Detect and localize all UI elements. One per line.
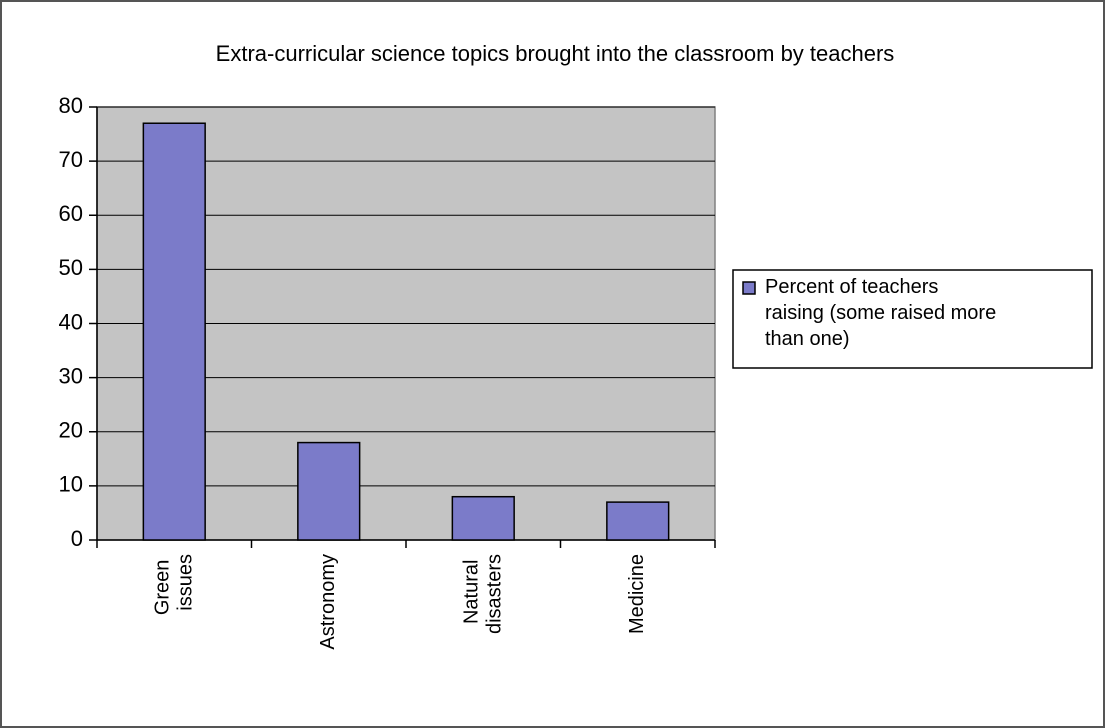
- y-tick-label: 70: [59, 147, 83, 172]
- bar: [142, 122, 206, 541]
- bar: [297, 441, 361, 541]
- x-tick-label: Medicine: [626, 554, 648, 634]
- chart-title: Extra-curricular science topics brought …: [216, 41, 895, 66]
- bar: [606, 501, 670, 541]
- y-tick-label: 50: [59, 255, 83, 280]
- legend-label: Percent of teachers raising (some raised…: [765, 276, 1002, 350]
- y-tick-label: 60: [59, 201, 83, 226]
- y-tick-label: 0: [71, 526, 83, 551]
- bar: [451, 495, 515, 541]
- x-tick-label: Astronomy: [317, 554, 339, 650]
- y-tick-label: 40: [59, 309, 83, 334]
- legend-swatch: [742, 281, 756, 295]
- x-tick-label: Green issues: [152, 554, 197, 615]
- legend-box: [732, 269, 1093, 369]
- y-tick-label: 30: [59, 363, 83, 388]
- y-tick-label: 20: [59, 418, 83, 443]
- x-tick-label: Natural disasters: [461, 554, 506, 634]
- y-tick-label: 80: [59, 93, 83, 118]
- y-tick-label: 10: [59, 472, 83, 497]
